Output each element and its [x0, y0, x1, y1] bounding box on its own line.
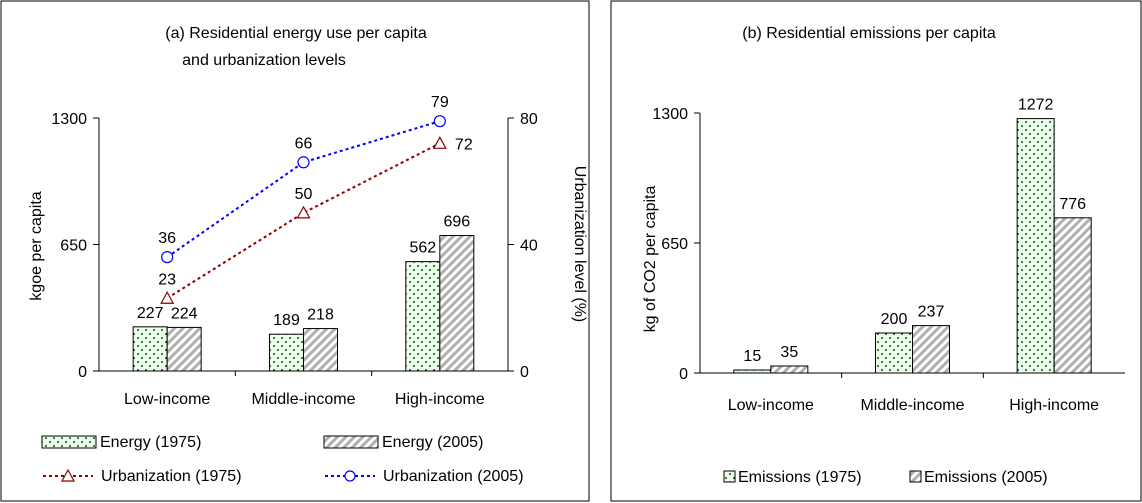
x-category-label: Low-income: [728, 397, 814, 414]
data-label: 696: [443, 214, 470, 231]
data-label: 15: [743, 348, 761, 365]
legend-label-energy-1975: Energy (1975): [100, 434, 201, 451]
panel-a-y2-axis-label: Urbanization level (%): [571, 166, 588, 323]
y-tick-label: 1300: [51, 111, 87, 128]
marker-urbanization-1975: [296, 205, 311, 219]
legend-marker-urbanization-2005: [344, 470, 356, 482]
legend-label-energy-2005: Energy (2005): [382, 434, 483, 451]
legend-marker-urbanization-1975: [60, 468, 76, 482]
y-tick-label: 0: [679, 366, 688, 383]
data-label: 36: [158, 230, 176, 247]
legend-label-urbanization-2005: Urbanization (2005): [383, 468, 524, 485]
bar-energy-2005: [166, 326, 202, 372]
data-label: 189: [273, 312, 300, 329]
marker-urbanization-2005: [161, 251, 174, 264]
panel-b-title: (b) Residential emissions per capita: [742, 25, 996, 42]
data-label: 35: [780, 344, 798, 361]
panel-a-title-line2: and urbanization levels: [182, 52, 346, 69]
data-label: 23: [158, 271, 176, 288]
y-tick-label: 650: [661, 236, 688, 253]
legend-label-emissions-2005: Emissions (2005): [924, 469, 1048, 486]
bar-emissions-1975: [733, 369, 772, 374]
bar-energy-1975: [132, 326, 168, 372]
bar-emissions-2005: [1053, 217, 1092, 374]
x-category-label: High-income: [1009, 397, 1099, 414]
y-tick-label: 650: [60, 238, 87, 255]
marker-urbanization-2005: [297, 156, 310, 169]
bar-emissions-2005: [912, 325, 950, 374]
legend-swatch-emissions-2005: [909, 470, 922, 483]
x-category-label: Middle-income: [860, 397, 964, 414]
data-label: 72: [455, 136, 473, 153]
bar-energy-1975: [405, 261, 441, 372]
marker-urbanization-1975: [432, 136, 447, 149]
marker-urbanization-1975: [160, 291, 175, 304]
data-label: 200: [881, 311, 908, 328]
panel-a-plot-area: 0 650 1300 0 40 80 Low-income 227 224 Middle-inco…: [41, 94, 538, 485]
legend-swatch-emissions-1975: [723, 470, 736, 483]
y2-tick-label: 0: [520, 364, 529, 381]
marker-urbanization-2005: [433, 115, 446, 128]
data-label: 218: [307, 307, 334, 324]
legend-swatch-energy-1975: [41, 435, 97, 449]
data-label: 776: [1059, 196, 1086, 213]
panel-a-frame: [0, 0, 590, 502]
y2-tick-label: 40: [520, 238, 538, 255]
data-label: 79: [431, 94, 449, 111]
data-label: 227: [137, 305, 164, 322]
legend-label-urbanization-1975: Urbanization (1975): [101, 468, 242, 485]
data-label: 1272: [1018, 97, 1054, 114]
x-category-label: Low-income: [124, 391, 210, 408]
y-tick-label: 0: [78, 364, 87, 381]
data-label: 50: [295, 186, 313, 203]
panel-a-title-line1: (a) Residential energy use per capita: [165, 25, 427, 42]
panel-b-y-axis-label: kg of CO2 per capita: [642, 186, 659, 333]
y-tick-label: 1300: [652, 106, 688, 123]
legend-swatch-energy-2005: [323, 435, 379, 449]
bar-emissions-1975: [875, 332, 913, 374]
bar-emissions-2005: [770, 365, 809, 374]
line-urbanization-2005: [166, 120, 441, 258]
data-label: 237: [918, 304, 945, 321]
bar-energy-1975: [269, 333, 304, 372]
data-label: 224: [171, 305, 198, 322]
x-category-label: Middle-income: [251, 391, 355, 408]
panel-a: (a) Residential energy use per capita an…: [0, 0, 590, 502]
panel-b: (b) Residential emissions per capita kg …: [610, 0, 1142, 502]
data-label: 562: [409, 240, 436, 257]
legend-label-emissions-1975: Emissions (1975): [738, 469, 862, 486]
panel-a-y-axis-label: kgoe per capita: [28, 191, 45, 301]
bar-energy-2005: [303, 328, 338, 372]
bar-energy-2005: [439, 235, 475, 372]
data-label: 66: [295, 135, 313, 152]
panel-b-plot-area: 0 650 1300 Low-income 15 35 Middle-income 200 23…: [652, 97, 1125, 486]
bar-emissions-1975: [1016, 118, 1055, 374]
x-category-label: High-income: [395, 391, 485, 408]
y2-tick-label: 80: [520, 111, 538, 128]
